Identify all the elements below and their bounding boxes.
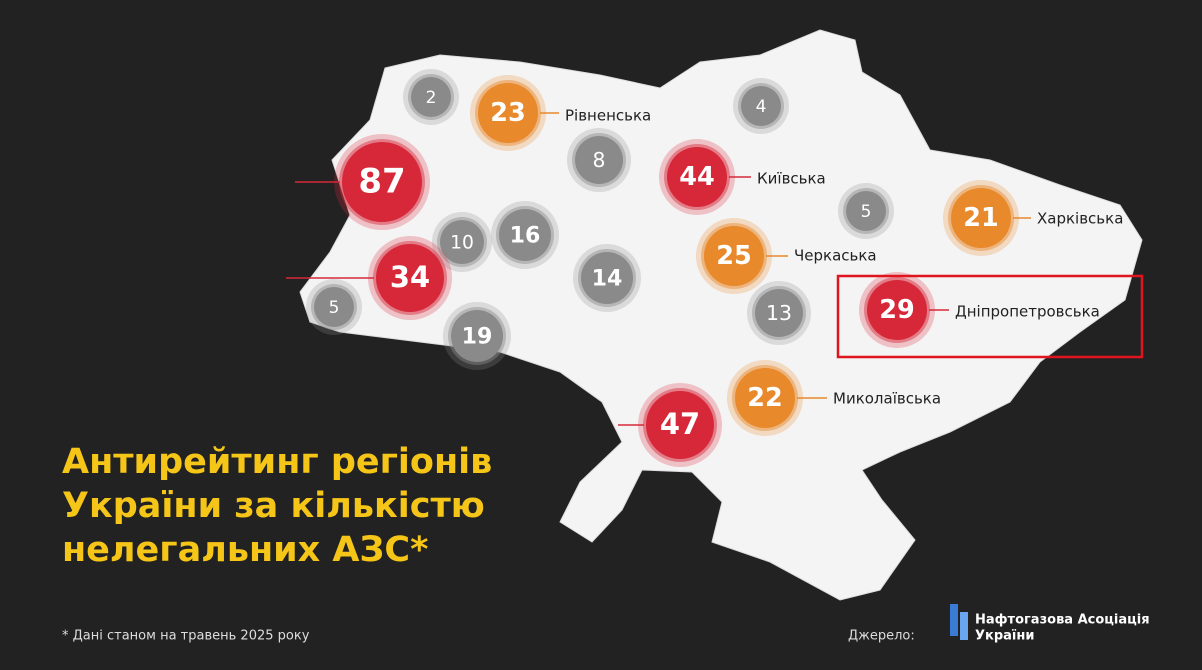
marker-value: 2 [426, 88, 437, 108]
marker-value: 34 [390, 260, 430, 294]
source-name: України [975, 629, 1034, 644]
marker [755, 289, 803, 337]
region-label: Львівська [210, 173, 287, 191]
marker-value: 23 [490, 98, 526, 128]
marker-value: 22 [747, 383, 783, 413]
region-label: Київська [757, 170, 826, 188]
source-logo [950, 604, 968, 640]
highlight-box [836, 274, 1144, 359]
marker [735, 368, 795, 428]
marker-value: 25 [716, 241, 752, 271]
marker [846, 191, 886, 231]
region-label: Рівненська [565, 107, 651, 125]
marker-value: 16 [510, 223, 541, 249]
title-line: нелегальних АЗС* [62, 530, 428, 570]
region-label: Івано-Франківська [132, 269, 278, 287]
marker-value: 14 [592, 266, 623, 292]
marker [581, 252, 633, 304]
ukraine-map [299, 29, 1143, 601]
marker [342, 142, 422, 222]
marker [314, 287, 354, 327]
marker [867, 280, 927, 340]
source-name: Нафтогазова Асоціація [975, 613, 1150, 628]
logo-icon [960, 612, 968, 640]
marker [951, 188, 1011, 248]
marker-value: 44 [679, 162, 715, 192]
region-label: Одеська [543, 416, 610, 434]
marker-value: 10 [450, 233, 474, 254]
marker [499, 209, 551, 261]
region-label: Миколаївська [833, 390, 941, 408]
source-label: Джерело: [848, 629, 915, 644]
region-label: Черкаська [794, 247, 877, 265]
marker [741, 86, 781, 126]
marker-value: 19 [462, 324, 493, 350]
marker [646, 391, 714, 459]
marker [478, 83, 538, 143]
marker [575, 136, 623, 184]
marker-value: 5 [861, 202, 872, 222]
region-label: Харківська [1037, 210, 1123, 228]
logo-icon [950, 604, 958, 636]
footnote: * Дані станом на травень 2025 року [62, 629, 310, 644]
marker [411, 77, 451, 117]
marker-value: 13 [766, 301, 792, 325]
marker-value: 87 [358, 162, 405, 202]
marker [440, 220, 484, 264]
title-line: України за кількістю [62, 486, 485, 526]
marker-value: 5 [329, 298, 340, 318]
marker [376, 244, 444, 312]
title-line: Антирейтинг регіонів [62, 442, 492, 482]
region-label: Дніпропетровська [955, 303, 1100, 321]
marker [667, 147, 727, 207]
marker-value: 29 [879, 295, 915, 325]
marker [704, 226, 764, 286]
marker-value: 4 [756, 97, 767, 117]
marker-value: 47 [660, 407, 700, 441]
marker-value: 21 [963, 203, 999, 233]
marker [451, 310, 503, 362]
marker-value: 8 [593, 148, 606, 172]
